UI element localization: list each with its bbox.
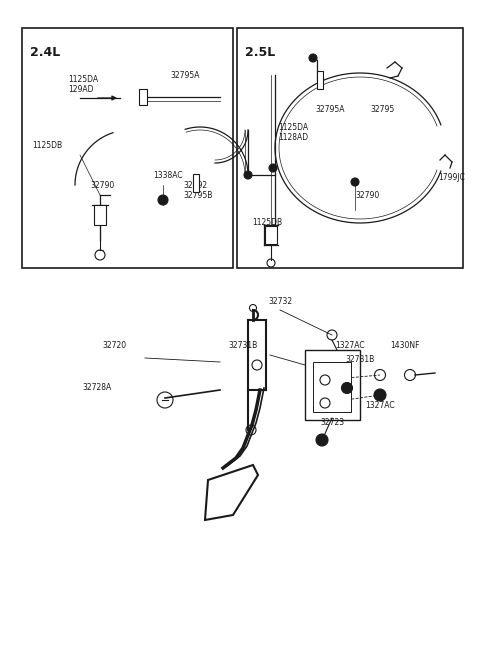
Text: 129AD: 129AD — [68, 85, 94, 94]
Circle shape — [351, 178, 359, 186]
Text: 1338AC: 1338AC — [153, 171, 182, 180]
Circle shape — [269, 164, 277, 172]
Bar — [139, 89, 147, 105]
Text: 2.4L: 2.4L — [30, 46, 60, 59]
Circle shape — [341, 382, 352, 394]
Text: 32723: 32723 — [320, 418, 344, 427]
Text: 1327AC: 1327AC — [365, 401, 395, 410]
Text: 32790: 32790 — [90, 181, 114, 190]
Text: 32795: 32795 — [370, 105, 394, 114]
Bar — [317, 71, 323, 89]
Text: 32732: 32732 — [268, 297, 292, 306]
Text: 32720: 32720 — [102, 341, 126, 350]
Text: 32792: 32792 — [183, 181, 207, 190]
Text: 1125DA: 1125DA — [278, 123, 308, 132]
Bar — [22, 28, 233, 268]
Text: 32790: 32790 — [355, 191, 379, 200]
Text: 1327AC: 1327AC — [335, 341, 365, 350]
Bar — [265, 226, 277, 244]
Polygon shape — [205, 465, 258, 520]
Text: 32731B: 32731B — [228, 341, 257, 350]
Text: 1125DB: 1125DB — [32, 141, 62, 150]
Circle shape — [158, 195, 168, 205]
Text: 1128AD: 1128AD — [278, 133, 308, 142]
Text: 32728A: 32728A — [82, 383, 111, 392]
Bar — [237, 28, 463, 268]
Text: 1430NF: 1430NF — [390, 341, 420, 350]
Bar — [94, 205, 106, 225]
Bar — [193, 174, 199, 192]
Text: 2.5L: 2.5L — [245, 46, 275, 59]
Text: 32731B: 32731B — [345, 355, 374, 364]
Text: 32795B: 32795B — [183, 191, 212, 200]
Text: 32795A: 32795A — [315, 105, 345, 114]
Text: 1125DB: 1125DB — [252, 218, 282, 227]
Text: 1799JC: 1799JC — [438, 173, 465, 182]
Bar — [313, 362, 351, 412]
Bar — [305, 350, 360, 420]
Circle shape — [244, 171, 252, 179]
Circle shape — [316, 434, 328, 446]
Circle shape — [374, 389, 386, 401]
Text: 1125DA: 1125DA — [68, 75, 98, 84]
Circle shape — [309, 54, 317, 62]
Text: 32795A: 32795A — [170, 71, 200, 80]
